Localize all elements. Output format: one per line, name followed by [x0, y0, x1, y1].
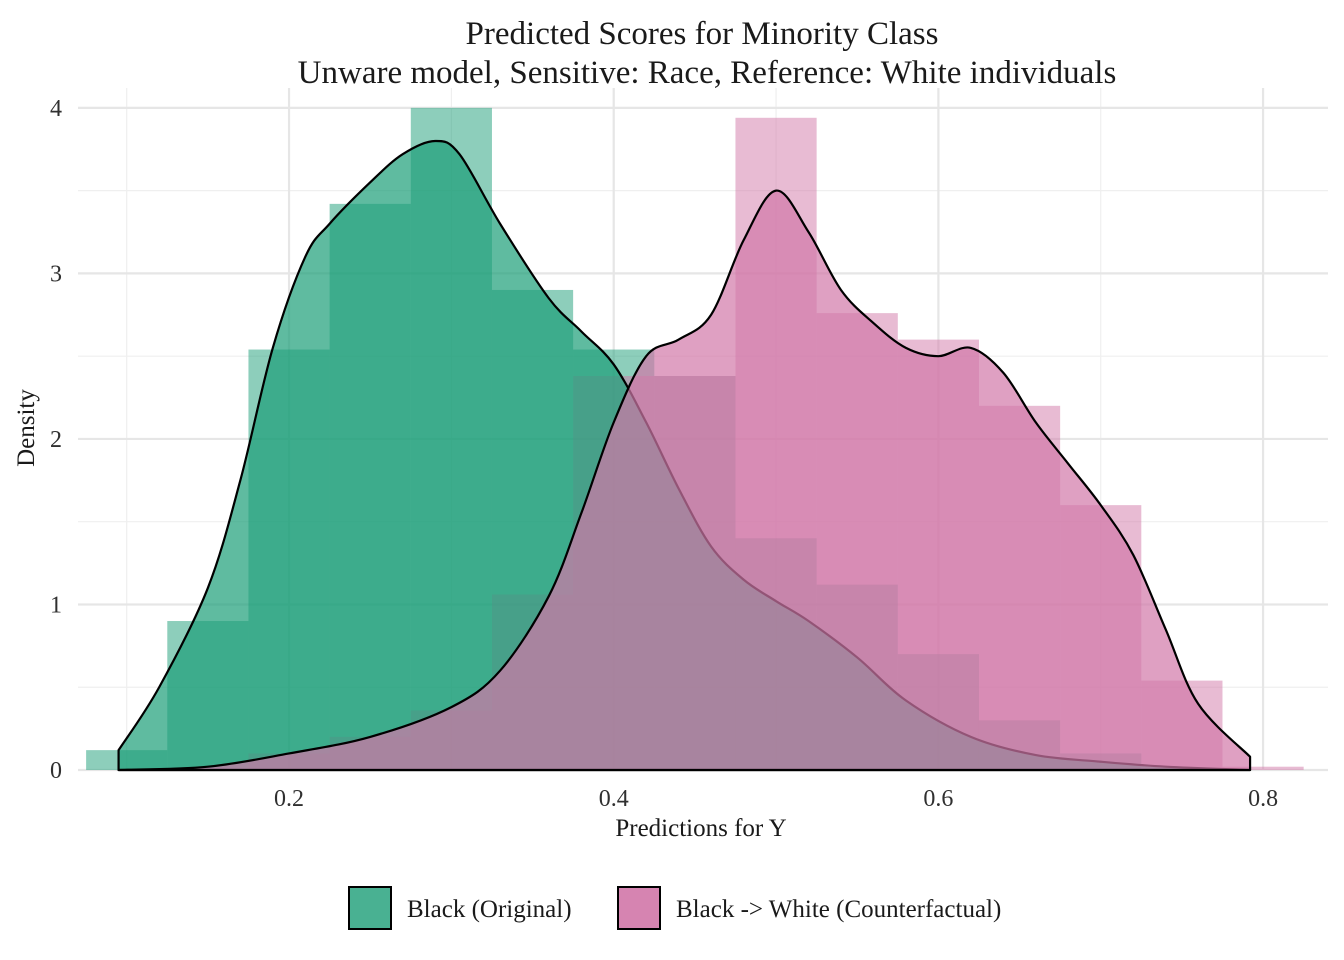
x-tick-label: 0.4	[599, 786, 629, 812]
chart-subtitle: Unware model, Sensitive: Race, Reference…	[298, 55, 1117, 91]
legend-label-counterfactual: Black -> White (Counterfactual)	[676, 896, 1001, 923]
density-outline-series-1	[117, 189, 1252, 772]
y-tick-label: 1	[50, 592, 62, 618]
axis-ticks: 0.2 0.4 0.6 0.8 0 1 2 3 4	[50, 96, 1278, 812]
legend-swatch-counterfactual	[617, 886, 661, 930]
x-tick-label: 0.6	[923, 786, 953, 812]
y-tick-label: 2	[50, 427, 62, 453]
density-area-series-1	[118, 190, 1251, 771]
y-axis-label: Density	[13, 389, 40, 467]
legend: Black (Original) Black -> White (Counter…	[348, 886, 1001, 930]
chart-title: Predicted Scores for Minority Class	[466, 16, 939, 52]
legend-label-original: Black (Original)	[407, 896, 572, 923]
x-axis-label: Predictions for Y	[615, 815, 786, 842]
y-tick-label: 4	[50, 96, 62, 122]
density-area-series-0	[118, 140, 1251, 771]
x-tick-label: 0.2	[274, 786, 304, 812]
legend-swatch-original	[348, 886, 392, 930]
hist-bar-series-1	[1222, 766, 1304, 770]
y-tick-label: 3	[50, 261, 62, 287]
density-curves	[117, 139, 1252, 772]
y-tick-label: 0	[50, 758, 62, 784]
x-tick-label: 0.8	[1248, 786, 1278, 812]
